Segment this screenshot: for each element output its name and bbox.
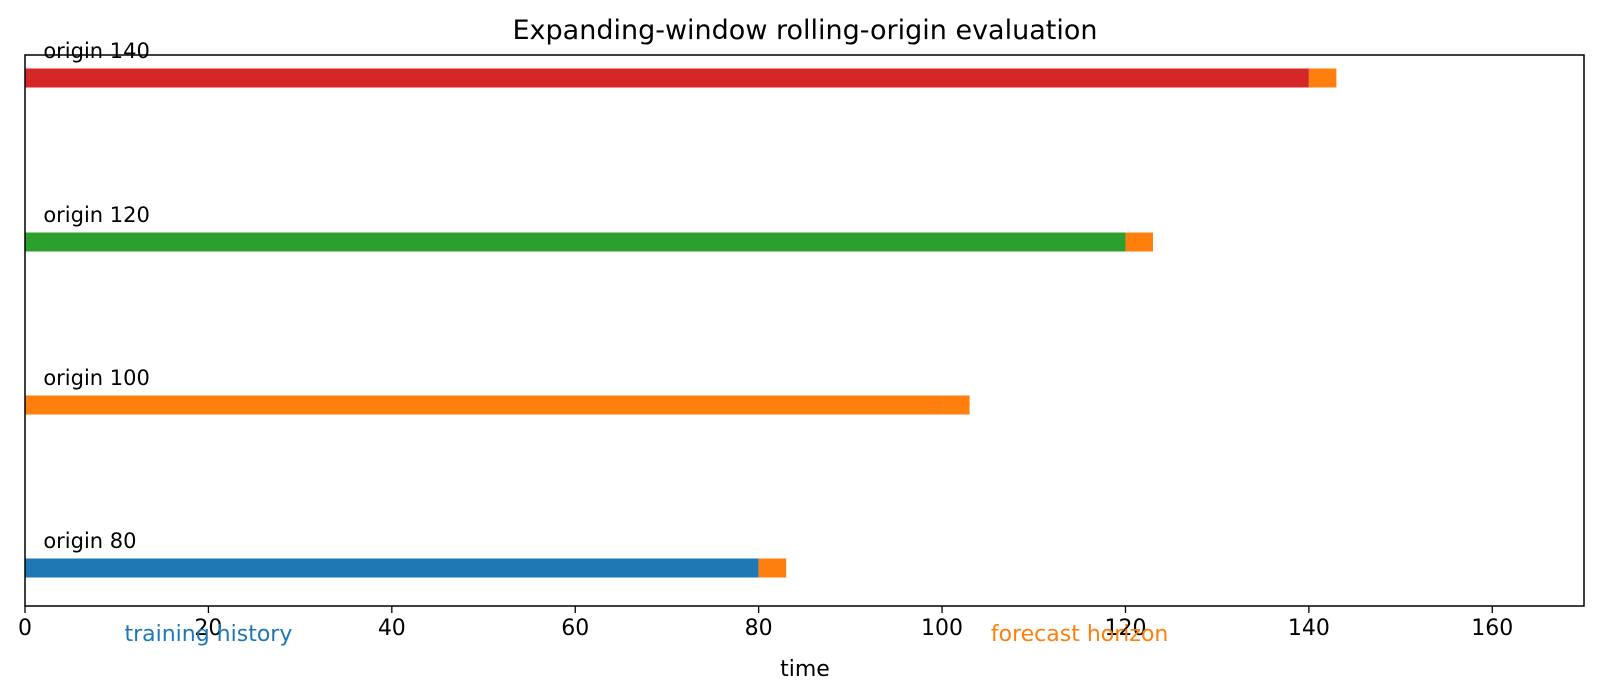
training-bar-origin-120 bbox=[25, 232, 1126, 252]
x-tick-label-120: 120 bbox=[1104, 616, 1146, 641]
horizon-bar-origin-140 bbox=[1308, 68, 1337, 88]
training-history-annotation: training history bbox=[124, 622, 292, 647]
x-tick-label-60: 60 bbox=[561, 616, 589, 641]
origin-labels-layer: origin 80 origin 100 origin 120 origin 140 bbox=[43, 39, 150, 553]
chart-title: Expanding-window rolling-origin evaluati… bbox=[513, 15, 1098, 46]
x-tick-label-40: 40 bbox=[378, 616, 406, 641]
x-tick-label-20: 20 bbox=[194, 616, 222, 641]
x-axis-ticks: 0 20 40 60 80 100 120 140 160 bbox=[18, 606, 1513, 641]
x-axis-label: time bbox=[780, 657, 830, 682]
annotations-layer: training history forecast horizon bbox=[124, 622, 1168, 647]
training-bar-origin-100 bbox=[25, 395, 943, 415]
horizon-bar-origin-120 bbox=[1125, 232, 1153, 252]
training-bar-origin-140 bbox=[25, 68, 1309, 88]
forecast-horizon-annotation: forecast horizon bbox=[991, 622, 1168, 647]
x-tick-label-140: 140 bbox=[1288, 616, 1330, 641]
origin-label-100: origin 100 bbox=[43, 366, 150, 390]
horizon-bar-origin-80 bbox=[758, 558, 787, 578]
horizon-bar-origin-100 bbox=[942, 395, 970, 415]
training-bar-origin-80 bbox=[25, 558, 759, 578]
x-tick-label-80: 80 bbox=[745, 616, 773, 641]
origin-label-140: origin 140 bbox=[43, 39, 150, 63]
bars-layer bbox=[25, 68, 1337, 578]
plot-area-frame bbox=[24, 54, 1585, 607]
x-tick-label-160: 160 bbox=[1471, 616, 1513, 641]
origin-label-120: origin 120 bbox=[43, 203, 150, 227]
origin-label-80: origin 80 bbox=[43, 529, 136, 553]
x-tick-label-100: 100 bbox=[921, 616, 963, 641]
x-tick-label-0: 0 bbox=[18, 616, 32, 641]
